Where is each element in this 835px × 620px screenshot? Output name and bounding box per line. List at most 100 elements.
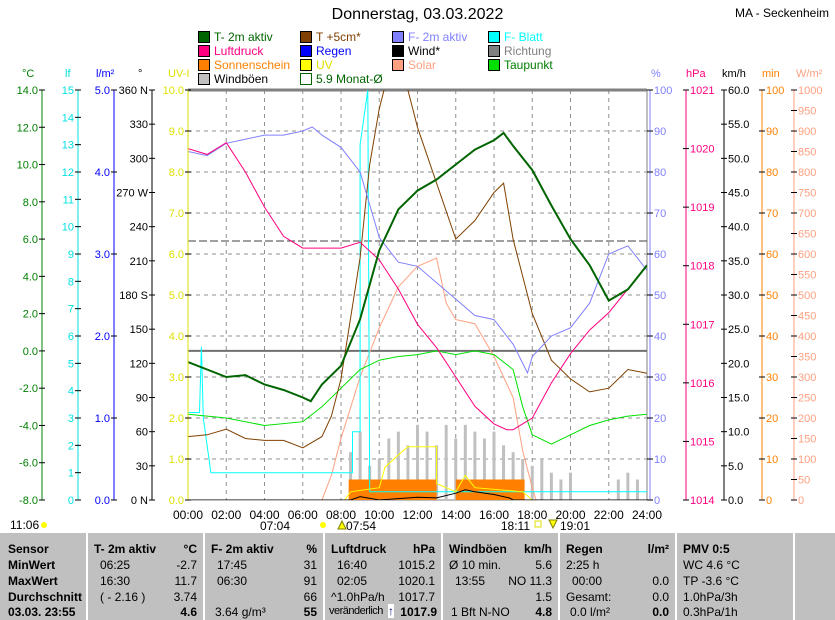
axis-tick-label-pressure: 1015	[690, 436, 714, 448]
axis-tick-label-solar: 300	[798, 372, 816, 384]
axis-unit-rain: l/m²	[96, 68, 115, 80]
axis-tick-label-lf: 6	[68, 331, 74, 343]
legend-label: 5.9 Monat-Ø	[316, 72, 383, 86]
row-label: MinWert	[8, 558, 56, 572]
legend-swatch	[198, 73, 210, 85]
axis-tick-label-lf: 13	[62, 140, 74, 152]
axis-tick-label-direction: 330	[130, 119, 148, 131]
legend-item: 5.9 Monat-Ø	[300, 72, 383, 86]
legend-item: F- 2m aktiv	[392, 30, 467, 44]
col-header: F- 2m aktiv	[211, 542, 274, 556]
axis-tick-label-sunshine: 30	[766, 372, 778, 384]
axis-tick-label-solar: 100	[798, 454, 816, 466]
sun-icon	[320, 522, 326, 528]
sun-icon	[41, 522, 47, 528]
dusk-icon	[548, 519, 558, 530]
axis-tick-label-solar: 800	[798, 167, 816, 179]
legend-swatch	[488, 31, 500, 43]
max-value: NO 11.3	[508, 574, 552, 588]
axis-tick-label-direction: 270 W	[116, 188, 148, 200]
axis-tick-label-uv: 4.0	[169, 331, 184, 343]
axis-tick-label-lf: 12	[62, 167, 74, 179]
axis-tick-label-direction: 120	[130, 358, 148, 370]
axis-tick-label-direction: 0 N	[131, 495, 148, 507]
col-header: T- 2m aktiv	[94, 542, 157, 556]
x-tick-label: 02:00	[211, 508, 241, 522]
col-unit: l/m²	[647, 542, 669, 556]
axis-tick-label-wind: 50.0	[728, 153, 749, 165]
sun-marker-label: 19:01	[560, 519, 590, 533]
axis-tick-label-solar: 0	[798, 495, 804, 507]
axis-tick-label-wind: 5.0	[728, 461, 743, 473]
current-value: 0.0	[652, 605, 669, 619]
col-header: PMV 0:5	[683, 542, 730, 556]
min-value: 1015.2	[398, 558, 435, 572]
x-tick-label: 12:00	[402, 508, 432, 522]
axis-tick-label-wind: 15.0	[728, 393, 749, 405]
min-time: 16:40	[337, 558, 368, 572]
rain-duration: 2:25 h	[566, 558, 600, 572]
axis-unit-uv: UV-I	[168, 68, 190, 80]
station-name: MA - Seckenheim	[734, 6, 829, 20]
axis-tick-label-pressure: 1014	[690, 495, 714, 507]
avg10-label: Ø 10 min.	[449, 558, 502, 572]
axis-tick-label-solar: 150	[798, 434, 816, 446]
max-value: 1020.1	[398, 574, 435, 588]
current-value: 4.6	[180, 605, 197, 619]
legend-swatch	[392, 45, 404, 57]
legend-item: T +5cm*	[300, 30, 361, 44]
axis-unit-direction: °	[138, 68, 143, 80]
axis-tick-label-solar: 1000	[798, 85, 822, 97]
axis-unit-humidity: %	[651, 68, 661, 80]
legend-label: T +5cm*	[316, 30, 361, 44]
avg-value: 1.5	[535, 590, 552, 604]
axis-tick-label-solar: 500	[798, 290, 816, 302]
axis-tick-label-wind: 10.0	[728, 427, 749, 439]
max-time: 00:00	[572, 574, 603, 588]
axis-tick-label-solar: 650	[798, 229, 816, 241]
axis-unit-pressure: hPa	[686, 68, 706, 80]
axis-tick-label-uv: 9.0	[169, 126, 184, 138]
axis-tick-label-lf: 15	[62, 85, 74, 97]
axis-tick-label-solar: 900	[798, 126, 816, 138]
legend-swatch	[198, 59, 210, 71]
col-sensor: Sensor MinWert MaxWert Durchschnitt 03.0…	[0, 533, 88, 620]
axis-tick-label-celsius: -6.0	[19, 458, 38, 470]
axis-tick-label-uv: 6.0	[169, 249, 184, 261]
axis-tick-label-wind: 55.0	[728, 119, 749, 131]
legend-swatch	[488, 59, 500, 71]
avg-value: 3.74	[173, 590, 197, 604]
col-unit: hPa	[412, 542, 435, 556]
row-label: MaxWert	[8, 574, 58, 588]
avg-value: 66	[303, 590, 317, 604]
total-label: Gesamt:	[566, 590, 612, 604]
series-line-uv	[188, 446, 647, 500]
axis-tick-label-solar: 250	[798, 393, 816, 405]
series-line-solar	[188, 257, 647, 500]
sun-marker-label: 11:06	[10, 518, 39, 532]
legend-swatch	[300, 73, 312, 85]
col-unit: km/h	[523, 542, 552, 556]
axis-tick-label-celsius: 4.0	[23, 271, 38, 283]
wind-chill: WC 4.6 °C	[683, 558, 740, 572]
axis-tick-label-uv: 0.0	[169, 495, 184, 507]
chart-svg: 14.012.010.08.06.04.02.00.0-2.0-4.0-6.0-…	[10, 85, 822, 533]
legend-item: Taupunkt	[488, 58, 553, 72]
axis-tick-label-sunshine: 0	[766, 495, 772, 507]
axis-tick-label-sunshine: 40	[766, 331, 778, 343]
axis-unit-celsius: °C	[22, 68, 35, 80]
axis-tick-label-wind: 45.0	[728, 188, 749, 200]
axis-tick-label-rain: 3.0	[95, 249, 110, 261]
legend-swatch	[300, 45, 312, 57]
trend: ^1.0hPa/h	[331, 590, 385, 604]
axis-tick-label-direction: 240	[130, 222, 148, 234]
series-line-t-2m-aktiv	[188, 131, 647, 403]
axis-tick-label-sunshine: 90	[766, 126, 778, 138]
axis-tick-label-solar: 600	[798, 249, 816, 261]
current-value: 4.8	[535, 605, 552, 619]
x-tick-label: 10:00	[364, 508, 394, 522]
axis-tick-label-solar: 350	[798, 352, 816, 364]
axis-unit-solar: W/m²	[796, 68, 823, 80]
col-rain: Regen l/m² 2:25 h 00:00 0.0 Gesamt: 0.0 …	[560, 533, 677, 620]
